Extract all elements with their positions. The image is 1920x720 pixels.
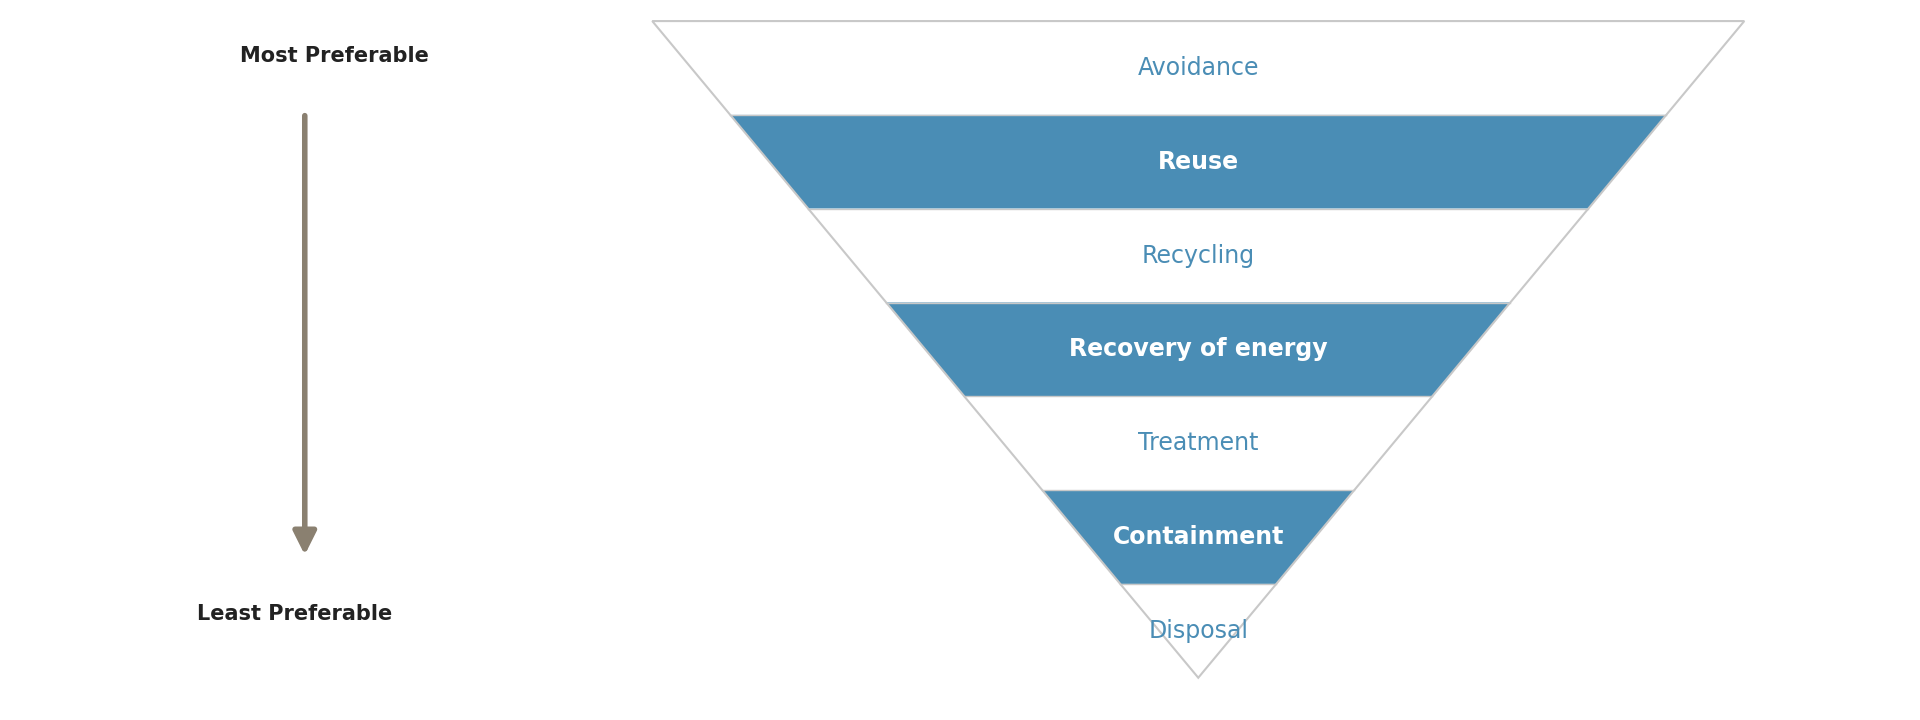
Polygon shape (730, 115, 1667, 209)
Polygon shape (1119, 584, 1277, 678)
Text: Reuse: Reuse (1158, 150, 1238, 174)
Text: Recycling: Recycling (1142, 243, 1256, 268)
Text: Least Preferable: Least Preferable (198, 604, 392, 624)
Polygon shape (653, 21, 1743, 115)
Polygon shape (964, 396, 1432, 490)
Text: Recovery of energy: Recovery of energy (1069, 338, 1327, 361)
Text: Most Preferable: Most Preferable (240, 46, 428, 66)
Polygon shape (1043, 490, 1354, 584)
Text: Treatment: Treatment (1139, 431, 1258, 455)
Text: Avoidance: Avoidance (1137, 56, 1260, 80)
Polygon shape (808, 209, 1588, 302)
Polygon shape (887, 302, 1511, 396)
Text: Containment: Containment (1112, 525, 1284, 549)
Text: Disposal: Disposal (1148, 619, 1248, 643)
